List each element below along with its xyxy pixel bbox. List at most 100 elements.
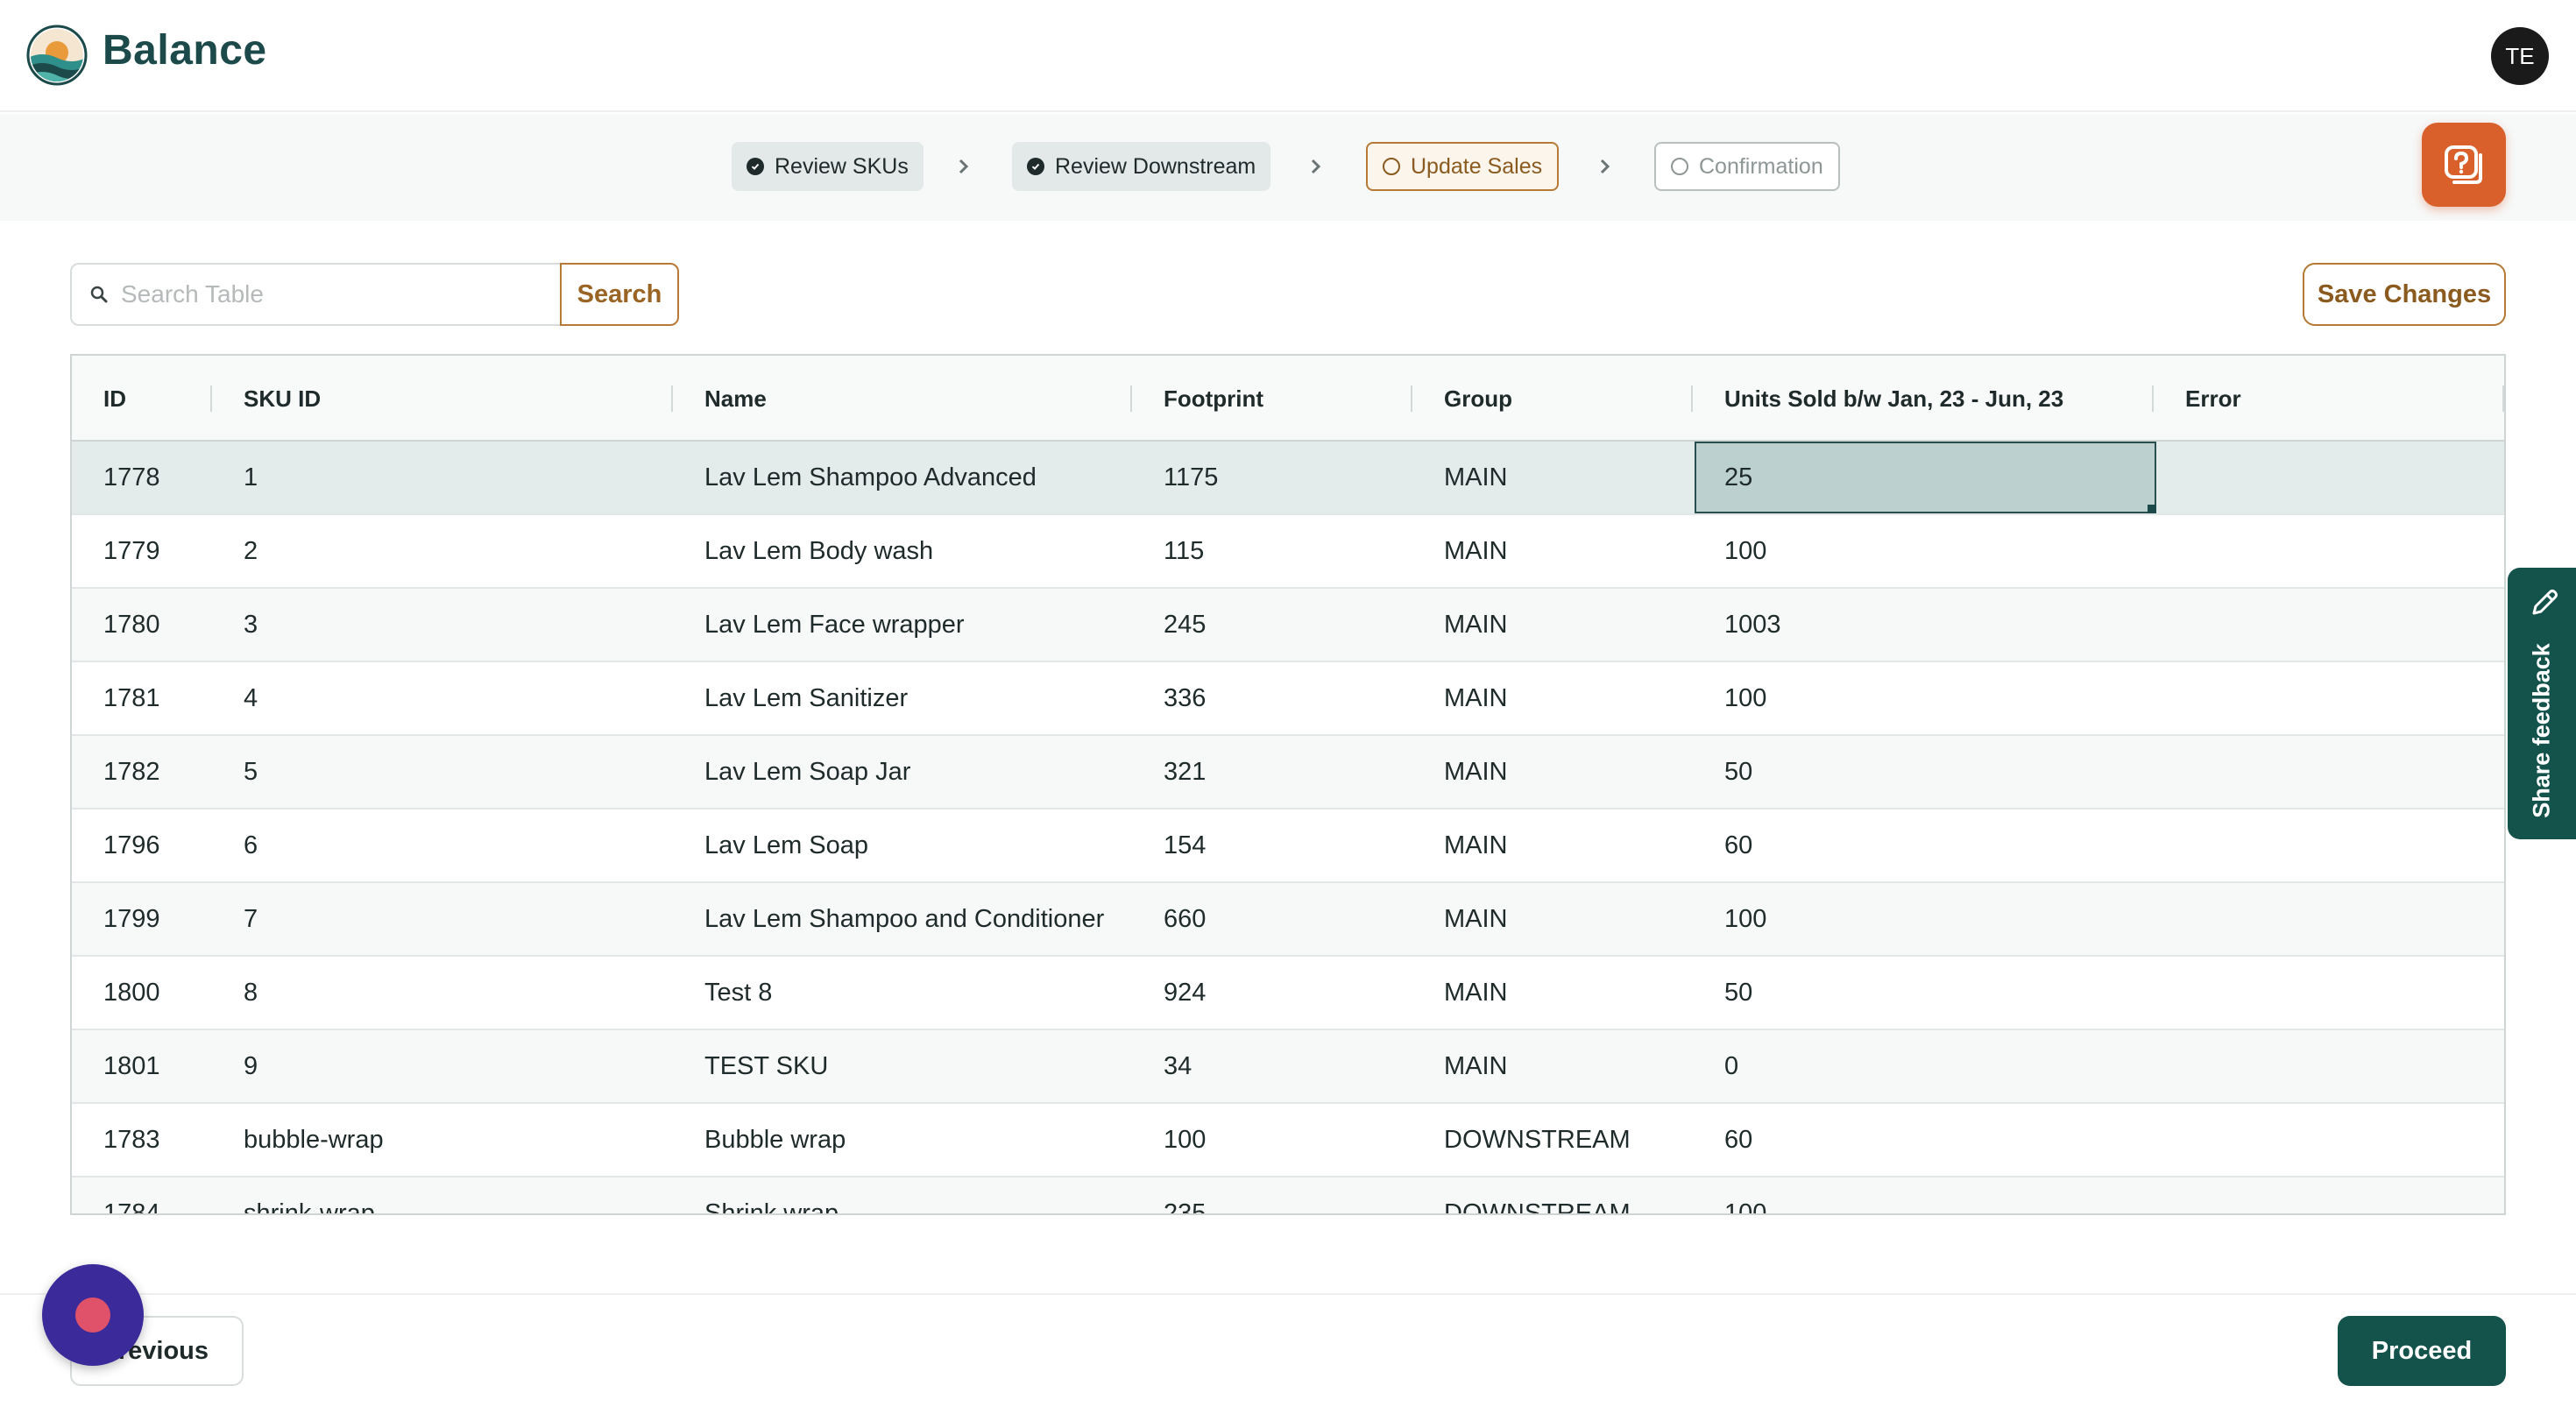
cell-sku-id: 4 [244, 683, 258, 712]
cell-units-sold[interactable]: 50 [1724, 978, 1753, 1007]
column-resize-handle[interactable] [1691, 385, 1693, 412]
search-button[interactable]: Search [560, 263, 679, 326]
cell-group: MAIN [1444, 683, 1508, 712]
cell-name: Bubble wrap [704, 1125, 846, 1154]
cell-units-sold[interactable]: 25 [1724, 463, 1753, 491]
sales-table: ID SKU ID Name Footprint Group Units Sol… [70, 354, 2506, 1215]
column-resize-handle[interactable] [2502, 385, 2504, 412]
cell-footprint: 115 [1164, 536, 1205, 565]
cell-sku-id: 3 [244, 610, 258, 639]
step-review-downstream[interactable]: Review Downstream [1012, 142, 1271, 191]
cell-sku-id: shrink-wrap [244, 1198, 375, 1215]
cell-name: Lav Lem Body wash [704, 536, 934, 565]
cell-units-sold[interactable]: 1003 [1724, 610, 1781, 639]
cell-units-sold[interactable]: 100 [1724, 536, 1767, 565]
help-chat-button[interactable] [2422, 123, 2506, 207]
step-review-skus[interactable]: Review SKUs [732, 142, 924, 191]
cell-units-sold[interactable]: 50 [1724, 757, 1753, 786]
fill-handle[interactable] [2148, 505, 2156, 513]
cell-footprint: 245 [1164, 610, 1207, 639]
search-input[interactable] [121, 280, 541, 308]
column-header-group[interactable]: Group [1444, 385, 1512, 412]
cell-group: MAIN [1444, 610, 1508, 639]
table-row[interactable]: 1782 5 Lav Lem Soap Jar 321 MAIN 50 [72, 736, 2504, 810]
table-row[interactable]: 1784 shrink-wrap Shrink wrap 235 DOWNSTREAM 1… [72, 1177, 2504, 1215]
cell-sku-id: 7 [244, 904, 258, 933]
cell-id: 1782 [103, 757, 160, 786]
column-header-id[interactable]: ID [103, 385, 126, 412]
cell-sku-id: 1 [244, 463, 258, 491]
cell-footprint: 100 [1164, 1125, 1207, 1154]
cell-sku-id: 9 [244, 1051, 258, 1080]
user-avatar[interactable]: TE [2491, 27, 2549, 85]
table-row[interactable]: 1779 2 Lav Lem Body wash 115 MAIN 100 [72, 515, 2504, 589]
cell-group: DOWNSTREAM [1444, 1125, 1631, 1154]
table-row[interactable]: 1781 4 Lav Lem Sanitizer 336 MAIN 100 [72, 662, 2504, 736]
cell-units-sold[interactable]: 60 [1724, 1125, 1753, 1154]
check-circle-icon [747, 158, 764, 175]
chevron-right-icon [1600, 159, 1610, 174]
cell-name: Lav Lem Soap Jar [704, 757, 911, 786]
cell-sku-id: 5 [244, 757, 258, 786]
table-header: ID SKU ID Name Footprint Group Units Sol… [72, 356, 2504, 442]
column-header-name[interactable]: Name [704, 385, 767, 412]
cell-name: Lav Lem Sanitizer [704, 683, 909, 712]
step-label: Review Downstream [1055, 153, 1256, 179]
table-row[interactable]: 1801 9 TEST SKU 34 MAIN 0 [72, 1030, 2504, 1104]
chevron-right-icon [1311, 159, 1321, 174]
cell-units-sold[interactable]: 100 [1724, 1198, 1767, 1215]
step-label: Confirmation [1699, 153, 1823, 179]
step-label: Review SKUs [775, 153, 909, 179]
cell-id: 1799 [103, 904, 160, 933]
cell-footprint: 660 [1164, 904, 1207, 933]
column-resize-handle[interactable] [1130, 385, 1132, 412]
pencil-icon [2532, 590, 2558, 615]
table-row[interactable]: 1799 7 Lav Lem Shampoo and Conditioner 660 M… [72, 883, 2504, 957]
column-resize-handle[interactable] [671, 385, 673, 412]
column-resize-handle[interactable] [210, 385, 212, 412]
cell-units-sold[interactable]: 60 [1724, 831, 1753, 859]
column-header-units-sold[interactable]: Units Sold b/w Jan, 23 - Jun, 23 [1724, 385, 2064, 412]
cell-id: 1780 [103, 610, 160, 639]
cell-id: 1779 [103, 536, 160, 565]
footer-divider [0, 1293, 2576, 1295]
table-row[interactable]: 1796 6 Lav Lem Soap 154 MAIN 60 [72, 810, 2504, 883]
step-confirmation[interactable]: Confirmation [1654, 142, 1840, 191]
search-field[interactable] [70, 263, 561, 326]
column-header-sku-id[interactable]: SKU ID [244, 385, 322, 412]
column-header-error[interactable]: Error [2185, 385, 2241, 412]
cell-group: MAIN [1444, 536, 1508, 565]
cell-footprint: 336 [1164, 683, 1207, 712]
share-feedback-tab[interactable]: Share feedback [2508, 568, 2576, 839]
step-update-sales[interactable]: Update Sales [1366, 142, 1560, 191]
column-resize-handle[interactable] [2152, 385, 2154, 412]
proceed-button[interactable]: Proceed [2338, 1316, 2506, 1386]
cell-name: Lav Lem Shampoo and Conditioner [704, 904, 1105, 933]
cell-group: MAIN [1444, 904, 1508, 933]
cell-sku-id: 6 [244, 831, 258, 859]
table-row[interactable]: 1783 bubble-wrap Bubble wrap 100 DOWNSTREAM 6… [72, 1104, 2504, 1177]
step-label: Update Sales [1411, 153, 1543, 179]
screen-recorder-button[interactable] [42, 1264, 144, 1366]
cell-footprint: 321 [1164, 757, 1207, 786]
cell-sku-id: 8 [244, 978, 258, 1007]
column-header-footprint[interactable]: Footprint [1164, 385, 1264, 412]
check-circle-icon [1027, 158, 1044, 175]
cell-units-sold[interactable]: 100 [1724, 904, 1767, 933]
cell-units-sold[interactable]: 100 [1724, 683, 1767, 712]
cell-name: Test 8 [704, 978, 773, 1007]
share-feedback-label: Share feedback [2528, 643, 2555, 818]
cell-id: 1783 [103, 1125, 160, 1154]
table-row[interactable]: 1800 8 Test 8 924 MAIN 50 [72, 957, 2504, 1030]
cell-name: Shrink wrap [704, 1198, 839, 1215]
active-cell-editor[interactable] [1695, 442, 2156, 513]
save-changes-button[interactable]: Save Changes [2303, 263, 2506, 326]
cell-units-sold[interactable]: 0 [1724, 1051, 1739, 1080]
column-resize-handle[interactable] [1411, 385, 1412, 412]
table-row[interactable]: 1780 3 Lav Lem Face wrapper 245 MAIN 1003 [72, 589, 2504, 662]
cell-group: MAIN [1444, 831, 1508, 859]
table-row[interactable]: 1778 1 Lav Lem Shampoo Advanced 1175 MAIN 25 [72, 442, 2504, 515]
balance-logo-icon [26, 25, 88, 86]
cell-footprint: 34 [1164, 1051, 1192, 1080]
cell-name: Lav Lem Shampoo Advanced [704, 463, 1037, 491]
